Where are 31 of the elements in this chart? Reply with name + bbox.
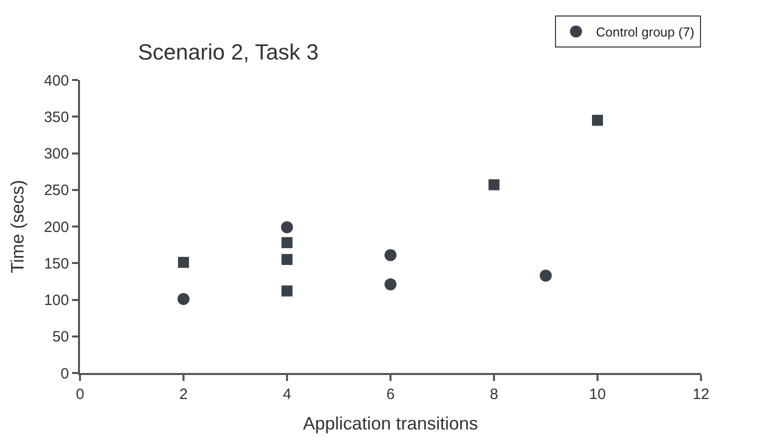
point (282, 254, 292, 265)
point (384, 278, 396, 290)
x-axis-title: Application transitions (302, 414, 478, 434)
point (178, 256, 189, 268)
chart-title: Scenario 2, Task 3 (138, 40, 319, 65)
point (178, 293, 190, 306)
y-tick-label: 150 (44, 255, 69, 272)
point (488, 179, 500, 190)
y-tick-label: 300 (44, 146, 69, 162)
point (281, 221, 293, 234)
x-tick-label: 10 (589, 386, 606, 403)
point (384, 249, 396, 262)
y-tick-label: 250 (44, 182, 69, 200)
x-tick-label: 4 (282, 386, 292, 403)
x-tick-label: 12 (692, 386, 710, 403)
point (592, 114, 603, 126)
point (282, 285, 292, 296)
y-tick-label: 0 (60, 365, 69, 382)
y-axis-title: Time (secs) (8, 180, 28, 274)
y-tick-label: 100 (44, 292, 69, 309)
y-tick-label: 200 (44, 218, 69, 236)
point (540, 270, 552, 282)
y-tick-label: 350 (44, 108, 69, 126)
x-tick-label: 8 (490, 386, 498, 403)
x-tick-label: 0 (76, 386, 84, 403)
legend-label: Control group (7) (596, 24, 694, 40)
point (282, 237, 292, 248)
y-tick-label: 50 (52, 328, 69, 346)
y-tick-label: 400 (44, 72, 69, 90)
x-tick-label: 2 (179, 386, 188, 403)
x-tick-label: 6 (386, 386, 395, 403)
